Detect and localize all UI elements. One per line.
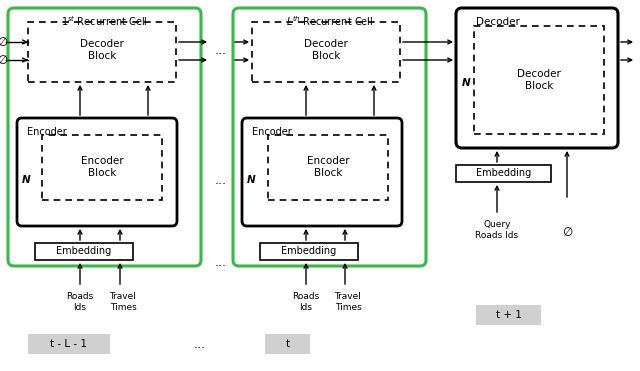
Bar xyxy=(28,22,176,82)
Text: N: N xyxy=(246,175,255,185)
Bar xyxy=(268,135,388,200)
Bar xyxy=(42,135,162,200)
Text: Decoder
Block: Decoder Block xyxy=(304,39,348,61)
Text: Travel
Times: Travel Times xyxy=(109,292,136,312)
Text: $1^{st}$ Recurrent Cell: $1^{st}$ Recurrent Cell xyxy=(61,14,148,28)
Text: Decoder
Block: Decoder Block xyxy=(80,39,124,61)
Text: Embedding: Embedding xyxy=(476,168,531,178)
Text: N: N xyxy=(22,175,30,185)
Text: Encoder
Block: Encoder Block xyxy=(307,156,349,178)
Text: Roads
Ids: Roads Ids xyxy=(292,292,319,312)
Bar xyxy=(265,334,310,354)
Text: t - L - 1: t - L - 1 xyxy=(51,339,88,349)
Text: Decoder: Decoder xyxy=(476,17,520,27)
Text: Encoder: Encoder xyxy=(252,127,292,137)
FancyBboxPatch shape xyxy=(8,8,201,266)
Text: Encoder
Block: Encoder Block xyxy=(81,156,124,178)
Text: ...: ... xyxy=(194,338,206,351)
Text: Query
Roads Ids: Query Roads Ids xyxy=(476,220,518,240)
Text: $L^{th}$ Recurrent Cell: $L^{th}$ Recurrent Cell xyxy=(286,14,373,28)
Text: Embedding: Embedding xyxy=(282,246,337,256)
Text: $\emptyset$: $\emptyset$ xyxy=(0,53,9,66)
Text: Encoder: Encoder xyxy=(27,127,67,137)
Text: Decoder
Block: Decoder Block xyxy=(517,69,561,91)
Text: t: t xyxy=(285,339,289,349)
Bar xyxy=(474,26,604,134)
Text: ...: ... xyxy=(215,174,227,187)
Text: t + 1: t + 1 xyxy=(495,310,522,320)
FancyBboxPatch shape xyxy=(17,118,177,226)
Text: ...: ... xyxy=(215,256,227,269)
Bar xyxy=(35,243,133,260)
Text: Embedding: Embedding xyxy=(56,246,111,256)
Text: $\emptyset$: $\emptyset$ xyxy=(563,226,573,239)
Text: $\emptyset$: $\emptyset$ xyxy=(0,36,9,49)
FancyBboxPatch shape xyxy=(233,8,426,266)
Text: Travel
Times: Travel Times xyxy=(335,292,362,312)
Text: ...: ... xyxy=(215,43,227,56)
Bar xyxy=(28,334,110,354)
Bar xyxy=(456,165,551,182)
Bar xyxy=(252,22,400,82)
Text: N: N xyxy=(461,78,470,88)
Bar xyxy=(260,243,358,260)
FancyBboxPatch shape xyxy=(242,118,402,226)
FancyBboxPatch shape xyxy=(456,8,618,148)
Text: Roads
Ids: Roads Ids xyxy=(67,292,93,312)
Bar xyxy=(476,305,541,325)
